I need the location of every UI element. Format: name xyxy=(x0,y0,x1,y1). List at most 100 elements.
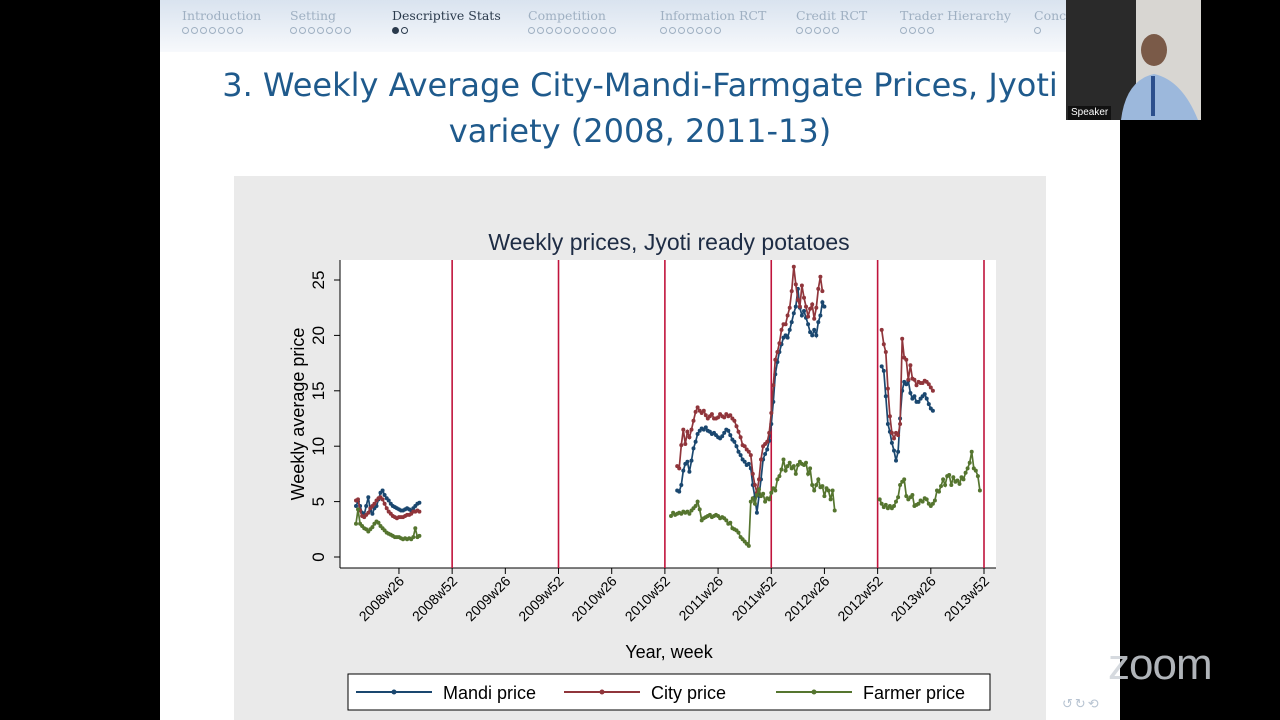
nav-frame-dot[interactable] xyxy=(335,27,342,34)
data-point-mandi xyxy=(354,504,358,508)
nav-frame-dot[interactable] xyxy=(564,27,571,34)
nav-frame-dot[interactable] xyxy=(714,27,721,34)
nav-section-trader-hierarchy[interactable]: Trader Hierarchy xyxy=(900,8,1011,37)
data-point-city xyxy=(896,433,901,438)
data-point-city xyxy=(722,415,727,420)
nav-section-label: Introduction xyxy=(182,8,262,23)
data-point-city xyxy=(746,449,751,454)
section-navigation-bar: Introduction Setting Descriptive Stats Comp… xyxy=(160,0,1120,52)
nav-frame-dot[interactable] xyxy=(200,27,207,34)
nav-frame-dot[interactable] xyxy=(687,27,694,34)
nav-frame-dot[interactable] xyxy=(909,27,916,34)
nav-frame-dot[interactable] xyxy=(326,27,333,34)
data-point-city xyxy=(808,306,813,311)
data-point-farmer xyxy=(822,494,827,499)
data-point-city xyxy=(787,305,792,310)
data-point-farmer xyxy=(750,496,755,501)
data-point-mandi xyxy=(380,488,385,493)
nav-frame-dot[interactable] xyxy=(227,27,234,34)
nav-frame-dot[interactable] xyxy=(591,27,598,34)
data-point-farmer xyxy=(949,483,954,487)
nav-frame-dot[interactable] xyxy=(669,27,676,34)
nav-frame-dot[interactable] xyxy=(290,27,297,34)
data-point-mandi xyxy=(685,459,690,464)
nav-section-information-rct[interactable]: Information RCT xyxy=(660,8,766,37)
data-point-farmer xyxy=(754,493,759,497)
nav-frame-dot[interactable] xyxy=(582,27,589,34)
nav-frame-dot[interactable] xyxy=(796,27,803,34)
data-point-mandi xyxy=(793,304,798,309)
data-point-farmer xyxy=(930,501,935,506)
nav-frame-dot[interactable] xyxy=(308,27,315,34)
nav-frame-dot[interactable] xyxy=(705,27,712,34)
nav-frame-dot[interactable] xyxy=(299,27,306,34)
nav-frame-dot[interactable] xyxy=(209,27,216,34)
nav-section-label: Credit RCT xyxy=(796,8,868,23)
nav-frame-dot[interactable] xyxy=(609,27,616,34)
nav-frame-dot[interactable] xyxy=(317,27,324,34)
slide-navigation-icons[interactable]: ↺↻⟲ xyxy=(1062,697,1101,712)
nav-frame-dot[interactable] xyxy=(832,27,839,34)
data-point-mandi xyxy=(787,327,792,332)
nav-frame-dot[interactable] xyxy=(660,27,667,34)
nav-section-label: Setting xyxy=(290,8,337,23)
data-point-city xyxy=(785,313,790,318)
data-point-mandi xyxy=(763,452,768,456)
nav-frame-dot[interactable] xyxy=(814,27,821,34)
data-point-city xyxy=(681,427,686,432)
x-tick-label: 2008w52 xyxy=(409,573,461,625)
nav-section-credit-rct[interactable]: Credit RCT xyxy=(796,8,867,37)
nav-section-conc[interactable]: Conc xyxy=(1034,8,1066,37)
nav-frame-dot[interactable] xyxy=(696,27,703,34)
nav-section-introduction[interactable]: Introduction xyxy=(182,8,261,37)
nav-frame-dot[interactable] xyxy=(573,27,580,34)
nav-frame-dot[interactable] xyxy=(191,27,198,34)
y-tick-label: 5 xyxy=(309,497,328,506)
nav-frame-dot[interactable] xyxy=(537,27,544,34)
nav-frame-dot[interactable] xyxy=(927,27,934,34)
data-point-city xyxy=(738,435,743,440)
data-point-city xyxy=(804,304,808,309)
nav-frame-dot[interactable] xyxy=(823,27,830,34)
data-point-mandi xyxy=(818,313,823,318)
nav-frame-dot[interactable] xyxy=(218,27,225,34)
data-point-city xyxy=(887,414,892,419)
slide-title-line-2: variety (2008, 2011-13) xyxy=(448,112,832,150)
nav-frame-dot[interactable] xyxy=(555,27,562,34)
data-point-farmer xyxy=(904,494,909,499)
x-axis-title: Year, week xyxy=(625,642,713,662)
nav-frame-dot[interactable] xyxy=(401,27,408,34)
y-tick-label: 20 xyxy=(309,326,328,345)
nav-section-descriptive-stats[interactable]: Descriptive Stats xyxy=(392,8,501,37)
nav-frame-dots xyxy=(182,27,261,37)
nav-frame-dot[interactable] xyxy=(900,27,907,34)
data-point-farmer xyxy=(955,478,960,483)
chart-title: Weekly prices, Jyoti ready potatoes xyxy=(488,229,849,255)
nav-frame-dot[interactable] xyxy=(182,27,189,34)
chart-frame: Weekly prices, Jyoti ready potatoes 0 5 10 1… xyxy=(234,176,1046,720)
data-point-city xyxy=(885,386,890,391)
nav-section-competition[interactable]: Competition xyxy=(528,8,618,37)
data-point-city xyxy=(892,436,896,441)
nav-frame-dot[interactable] xyxy=(805,27,812,34)
nav-frame-dot[interactable] xyxy=(392,27,399,34)
data-point-farmer xyxy=(883,502,888,507)
data-point-farmer xyxy=(810,483,815,487)
nav-frame-dot[interactable] xyxy=(344,27,351,34)
data-point-mandi xyxy=(382,493,387,497)
data-point-farmer xyxy=(879,501,884,506)
nav-frame-dot[interactable] xyxy=(918,27,925,34)
speaker-label: Speaker xyxy=(1068,106,1112,120)
nav-frame-dot[interactable] xyxy=(528,27,535,34)
data-point-farmer xyxy=(963,470,968,475)
data-point-farmer xyxy=(693,504,698,508)
speaker-video-thumbnail[interactable] xyxy=(1066,0,1201,120)
nav-section-setting[interactable]: Setting xyxy=(290,8,353,37)
nav-frame-dot[interactable] xyxy=(546,27,553,34)
data-point-farmer xyxy=(761,491,766,496)
nav-frame-dot[interactable] xyxy=(236,27,243,34)
nav-frame-dot[interactable] xyxy=(678,27,685,34)
nav-frame-dot[interactable] xyxy=(1034,27,1041,34)
nav-frame-dot[interactable] xyxy=(600,27,607,34)
data-point-farmer xyxy=(828,497,833,502)
